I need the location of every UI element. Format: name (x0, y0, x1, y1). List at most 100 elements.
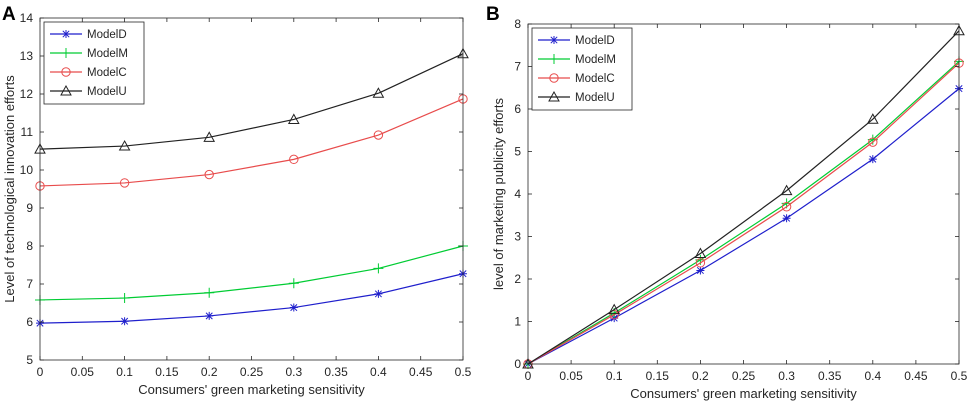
data-point-modelc-a (373, 130, 384, 140)
x-tick-label-a: 0.3 (285, 365, 302, 379)
x-tick-label-a: 0.2 (201, 365, 218, 379)
x-tick-label-a: 0.35 (324, 365, 348, 379)
data-point-modeld-a (289, 303, 298, 312)
y-tick-label-b: 5 (514, 145, 521, 159)
y-tick-label-a: 8 (26, 239, 33, 253)
legend-label-modelu-b: ModelU (575, 92, 615, 104)
legend-marker-modelc-b (549, 73, 559, 83)
y-tick-label-b: 0 (514, 357, 521, 371)
x-tick-label-b: 0.2 (692, 369, 709, 383)
legend-label-modelm-b: ModelM (575, 54, 616, 66)
panel-letter-b: B (486, 4, 500, 25)
y-tick-label-a: 13 (20, 49, 34, 63)
x-tick-label-a: 0.1 (116, 365, 133, 379)
data-point-modelc-b (695, 258, 706, 268)
y-tick-label-a: 5 (26, 353, 33, 367)
data-point-modelc-b (609, 310, 619, 320)
data-point-modelu-b (694, 247, 707, 258)
data-point-modelu-b (522, 357, 534, 369)
data-point-modelm-a (204, 287, 215, 298)
x-tick-label-b: 0.1 (606, 369, 623, 383)
legend-box-a (43, 21, 145, 105)
legend-label-modelc-a: ModelC (87, 67, 127, 79)
series-line-modelm-b (527, 60, 960, 365)
legend-marker-modelm-b (549, 54, 559, 64)
data-point-modelc-a (204, 169, 214, 180)
y-tick-label-a: 6 (26, 315, 33, 329)
data-point-modeld-a (120, 317, 129, 326)
series-modelu-b (522, 24, 965, 369)
legend-label-modeld-a: ModelD (87, 29, 127, 41)
data-point-modelm-a (373, 263, 384, 274)
series-line-modelu-b (527, 30, 960, 365)
series-line-modeld-b (527, 88, 960, 365)
y-tick-label-a: 9 (26, 201, 33, 215)
data-point-modelc-b (868, 137, 878, 147)
y-tick-label-b: 2 (514, 272, 521, 286)
data-point-modelu-b (780, 184, 793, 196)
x-tick-label-a: 0.25 (240, 365, 264, 379)
y-tick-label-b: 8 (514, 17, 521, 31)
y-tick-label-b: 3 (514, 230, 521, 244)
y-tick-label-a: 10 (20, 163, 34, 177)
y-tick-label-b: 4 (514, 187, 521, 201)
series-line-modeld-a (39, 273, 464, 324)
series-modelc-a (35, 94, 468, 191)
data-point-modelu-a (287, 113, 300, 124)
y-tick-label-a: 11 (21, 125, 34, 139)
y-axis-label-a: Level of technological innovation effort… (2, 75, 17, 303)
legend-marker-modelu-b (548, 90, 560, 102)
data-point-modelm-a (288, 278, 299, 289)
data-point-modeld-b (868, 155, 877, 164)
legend-marker-modelc-a (61, 67, 71, 77)
legend-marker-modelu-a (60, 84, 72, 96)
data-point-modeld-b (696, 266, 705, 275)
legend-label-modeld-b: ModelD (575, 35, 615, 47)
y-tick-label-a: 7 (26, 277, 33, 291)
series-line-modelu-a (39, 53, 464, 150)
data-point-modelm-a (119, 293, 130, 304)
legend-marker-modeld-a (62, 30, 70, 38)
data-point-modelc-a (289, 154, 299, 165)
data-point-modelc-b (781, 202, 792, 212)
y-tick-label-a: 14 (20, 11, 34, 25)
x-tick-label-b: 0.25 (732, 369, 756, 383)
y-tick-label-b: 7 (514, 60, 521, 74)
x-tick-label-a: 0.45 (409, 365, 433, 379)
legend-marker-modeld-b (550, 36, 558, 44)
x-axis-label-a: Consumers' green marketing sensitivity (138, 382, 365, 397)
y-tick-label-a: 12 (20, 87, 34, 101)
x-tick-label-a: 0 (37, 365, 44, 379)
x-tick-label-b: 0.5 (951, 369, 968, 383)
data-point-modelu-a (203, 131, 216, 142)
legend-label-modelm-a: ModelM (87, 48, 128, 60)
x-tick-label-a: 0.05 (71, 365, 95, 379)
legend-label-modelu-a: ModelU (87, 86, 127, 98)
data-point-modelu-a (372, 87, 385, 98)
series-modelu-a (34, 47, 469, 154)
data-point-modelu-b (866, 113, 879, 124)
panel-a: A 0 0.05 0.1 0.15 0.2 0.25 0.3 0.35 0.4 0.45 0.5 5 6… (2, 4, 472, 397)
x-tick-label-b: 0.3 (778, 369, 795, 383)
x-axis-label-b: Consumers' green marketing sensitivity (630, 386, 857, 401)
series-modelm-a (35, 241, 468, 305)
legend-box-b (531, 27, 633, 111)
x-tick-label-b: 0.05 (559, 369, 583, 383)
y-tick-label-b: 1 (514, 315, 521, 329)
panel-letter-a: A (2, 4, 16, 25)
legend-label-modelc-b: ModelC (575, 73, 615, 85)
series-line-modelc-b (527, 62, 960, 365)
x-tick-label-b: 0 (525, 369, 532, 383)
x-tick-label-a: 0.4 (370, 365, 387, 379)
x-tick-label-b: 0.35 (818, 369, 842, 383)
y-axis-label-b: level of marketing publicity efforts (491, 98, 506, 290)
series-line-modelc-a (39, 98, 464, 187)
x-tick-label-b: 0.4 (864, 369, 881, 383)
x-tick-label-b: 0.45 (904, 369, 928, 383)
legend-marker-modelm-a (61, 48, 71, 58)
data-point-modeld-a (205, 311, 214, 320)
data-point-modelc-a (119, 178, 130, 188)
panel-b: B 0 0.05 0.1 0.15 0.2 0.25 0.3 0.35 0.4 0.45 0.5 0 1… (486, 4, 968, 401)
x-tick-label-a: 0.5 (455, 365, 472, 379)
